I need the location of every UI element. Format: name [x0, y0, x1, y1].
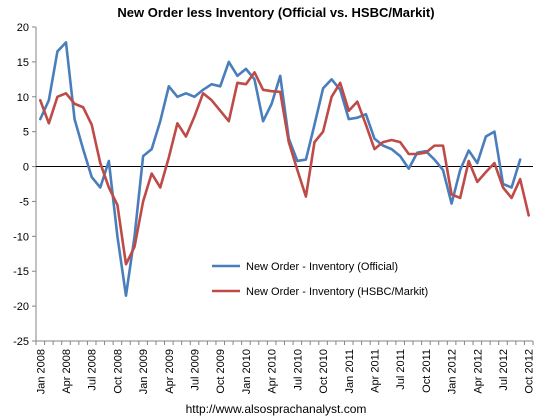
x-tick-label: Oct 2011: [421, 349, 433, 393]
y-tick-label: 20: [17, 22, 29, 34]
series-line-official: [38, 41, 522, 297]
y-tick-label: 0: [23, 162, 29, 174]
y-tick-label: -20: [13, 301, 29, 313]
legend-label: New Order - Inventory (HSBC/Markit): [246, 286, 428, 298]
x-tick-label: Jan 2011: [344, 349, 356, 393]
x-tick-label: Jan 2010: [241, 349, 253, 394]
x-tick-label: Jan 2012: [447, 349, 459, 394]
y-tick-label: 15: [17, 57, 29, 69]
x-tick-label: Jan 2008: [35, 349, 47, 394]
x-tick-label: Jul 2008: [87, 349, 99, 391]
x-tick-label: Oct 2010: [318, 349, 330, 394]
x-tick-label: Apr 2010: [267, 349, 279, 394]
x-tick-label: Apr 2009: [164, 349, 176, 394]
series-line-hsbc-markit: [38, 71, 531, 266]
x-tick-label: Jul 2012: [498, 349, 510, 391]
x-tick-label: Jul 2009: [190, 349, 202, 391]
x-tick-label: Jul 2011: [395, 349, 407, 390]
x-tick-label: Apr 2012: [472, 349, 484, 394]
footer-url[interactable]: http://www.alsosprachanalyst.com: [186, 402, 367, 416]
legend-item-hsbc-markit: New Order - Inventory (HSBC/Markit): [212, 286, 428, 298]
x-tick-label: Jan 2009: [138, 349, 150, 394]
x-tick-label: Oct 2012: [524, 349, 536, 394]
x-tick-label: Oct 2009: [215, 349, 227, 394]
legend: New Order - Inventory (Official) New Orde…: [212, 261, 428, 298]
x-tick-label: Oct 2008: [112, 349, 124, 394]
legend-label: New Order - Inventory (Official): [246, 261, 398, 273]
chart-title: New Order less Inventory (Official vs. H…: [117, 5, 434, 20]
y-tick-label: -15: [13, 266, 29, 278]
y-tick-label: 10: [17, 92, 29, 104]
legend-item-official: New Order - Inventory (Official): [212, 261, 398, 273]
y-tick-label: -5: [19, 196, 29, 208]
x-tick-label: Apr 2011: [369, 349, 381, 393]
y-tick-label: -10: [13, 231, 29, 243]
series-layer: [38, 41, 531, 297]
y-tick-label: -25: [13, 336, 29, 348]
y-tick-label: 5: [23, 127, 29, 139]
x-tick-label: Jul 2010: [292, 349, 304, 391]
axes: -25 -20 -15 -10 -5 0 5 10 15 20 Jan 2008 Apr 2008 Ju…: [13, 22, 536, 394]
x-tick-label: Apr 2008: [61, 349, 73, 394]
